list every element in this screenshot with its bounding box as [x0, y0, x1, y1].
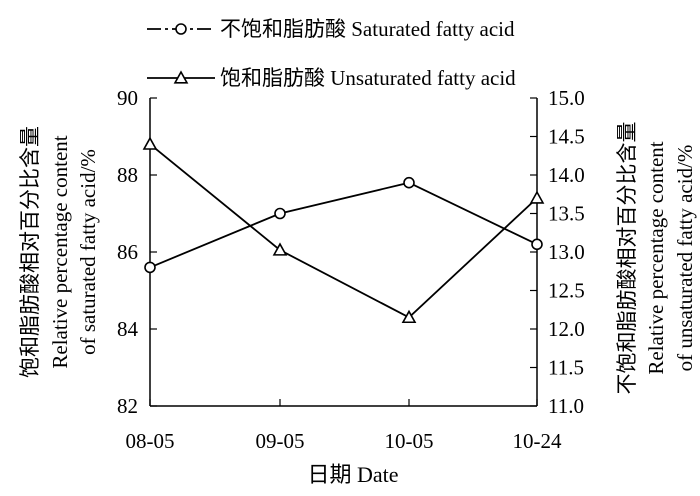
left-tick-label: 82 [117, 394, 138, 418]
left-tick-label: 88 [117, 163, 138, 187]
left-axis-label-line: 饱和脂肪酸相对百分比含量 [18, 126, 42, 378]
legend-circle-marker [175, 23, 187, 35]
right-tick-label: 15.0 [548, 86, 585, 110]
series-2 [142, 136, 545, 324]
right-tick-label: 11.0 [548, 394, 584, 418]
legend-item-2: 饱和脂肪酸 Unsaturated fatty acid [147, 66, 516, 90]
triangle-marker [272, 242, 288, 256]
right-tick-label: 14.5 [548, 125, 585, 149]
triangle-marker [142, 136, 158, 150]
x-tick-label: 09-05 [256, 429, 305, 453]
legend-label: 不饱和脂肪酸 Saturated fatty acid [220, 17, 515, 41]
x-tick-label: 08-05 [126, 429, 175, 453]
x-tick-label: 10-05 [385, 429, 434, 453]
left-tick-label: 86 [117, 240, 138, 264]
legend-triangle-marker [173, 70, 189, 84]
x-axis-label: 日期 Date [307, 462, 398, 487]
triangle-marker [401, 309, 417, 324]
right-tick-label: 13.0 [548, 240, 585, 264]
series-group [142, 136, 545, 324]
right-tick-label: 11.5 [548, 356, 584, 380]
left-tick-label: 90 [117, 86, 138, 110]
right-tick-label: 14.0 [548, 163, 585, 187]
circle-marker [274, 207, 286, 220]
left-axis-label-line: Relative percentage content [48, 135, 72, 368]
series-1 [144, 176, 543, 274]
circle-marker [144, 261, 156, 274]
legend-item-1: 不饱和脂肪酸 Saturated fatty acid [147, 17, 515, 41]
right-axis-label-line: of unsaturated fatty acid/% [673, 145, 697, 372]
right-tick-label: 12.0 [548, 317, 585, 341]
circle-marker [403, 176, 415, 189]
x-tick-label: 10-24 [513, 429, 562, 453]
right-tick-label: 13.5 [548, 202, 585, 226]
right-axis-label-line: Relative percentage content [644, 141, 668, 374]
right-tick-label: 12.5 [548, 279, 585, 303]
triangle-marker [529, 190, 545, 204]
left-tick-label: 84 [117, 317, 139, 341]
right-axis-label-line: 不饱和脂肪酸相对百分比含量 [615, 122, 639, 395]
axes: 82 84 86 88 90 11.0 11.5 12.0 12.5 13.0 13.5 14.0 14… [117, 86, 585, 453]
legend-label: 饱和脂肪酸 Unsaturated fatty acid [220, 66, 516, 90]
legend: 不饱和脂肪酸 Saturated fatty acid 饱和脂肪酸 Unsatur… [147, 17, 516, 90]
series-line [149, 181, 538, 269]
circle-marker [531, 238, 543, 251]
series-line [149, 143, 538, 319]
left-axis-label-line: of saturated fatty acid/% [76, 149, 100, 355]
